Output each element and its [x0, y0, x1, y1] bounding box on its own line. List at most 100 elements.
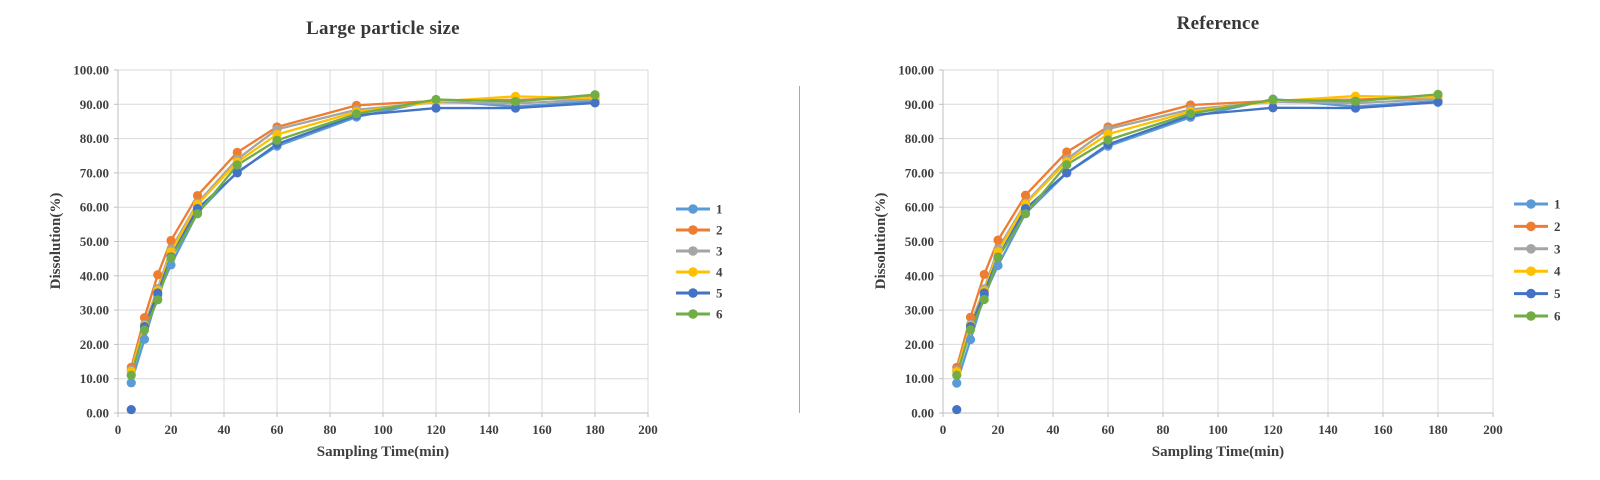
series-6-marker: [272, 135, 282, 145]
series-6-marker: [1103, 135, 1113, 145]
series-line-5: [143, 101, 597, 328]
y-axis-tick-label: 0.00: [911, 406, 934, 421]
x-axis-tick-label: 100: [1208, 422, 1228, 437]
series-5-marker: [1350, 103, 1361, 113]
legend-label-5: 5: [716, 286, 723, 301]
legend-marker-5: [688, 288, 698, 298]
series-line-2: [955, 95, 1440, 369]
y-axis-tick-label: 70.00: [80, 165, 109, 180]
legend-marker-1: [688, 204, 698, 214]
x-axis-tick-label: 140: [479, 422, 499, 437]
legend-marker-3: [1526, 244, 1536, 254]
y-axis-tick-label: 30.00: [80, 303, 109, 318]
series-5-marker: [510, 103, 521, 113]
legend-marker-6: [1526, 311, 1536, 321]
x-axis-tick-label: 120: [1263, 422, 1283, 437]
x-axis-tick-label: 20: [165, 422, 178, 437]
series-2-marker: [192, 190, 203, 201]
series-6-marker: [351, 109, 362, 119]
legend-label-1: 1: [716, 202, 723, 217]
y-axis-tick-label: 90.00: [80, 97, 109, 112]
y-axis-tick-label: 60.00: [905, 200, 934, 215]
legend-marker-3: [688, 246, 698, 256]
series-2-marker: [979, 269, 989, 280]
x-axis-tick-label: 80: [324, 422, 337, 437]
series-5-marker: [590, 98, 600, 108]
series-line-2: [130, 96, 597, 369]
series-6-marker: [1350, 96, 1361, 106]
series-2-marker: [1020, 190, 1031, 200]
y-axis-tick-label: 20.00: [905, 337, 934, 352]
series-1-marker: [126, 378, 136, 388]
series-2-marker: [1062, 147, 1072, 157]
series-6-marker: [993, 253, 1003, 263]
series-6-marker: [431, 94, 441, 105]
series-6-marker: [1020, 209, 1031, 219]
legend-label-1: 1: [1554, 197, 1561, 212]
x-axis-tick-label: 0: [115, 422, 122, 437]
series-6-marker: [139, 325, 150, 335]
series-6-marker: [979, 294, 989, 305]
x-axis-title: Sampling Time(min): [1152, 444, 1284, 460]
legend-marker-2: [688, 225, 698, 235]
legend-marker-5: [1526, 288, 1536, 299]
series-2-marker: [139, 313, 150, 323]
x-axis-tick-label: 0: [940, 422, 947, 437]
series-6-marker: [153, 295, 163, 305]
y-axis-tick-label: 80.00: [905, 131, 934, 146]
series-6-marker: [126, 370, 136, 380]
x-axis-tick-label: 80: [1157, 422, 1170, 437]
legend-marker-6: [688, 309, 698, 319]
series-6-marker: [232, 160, 242, 170]
x-axis-tick-label: 60: [1102, 422, 1115, 437]
x-axis-tick-label: 160: [1373, 422, 1393, 437]
chart-reference: 0 20 40 60 80 100 120 140 160 180 200 0.00 10.00 20.0…: [873, 63, 1561, 461]
legend-marker-4: [688, 267, 698, 277]
chart-large-particle-size: 0 20 40 60 80 100 120 140 160 180 200 0.00 10.00 20.0…: [48, 63, 723, 461]
series-5-marker: [1062, 168, 1072, 178]
y-axis-tick-label: 100.00: [73, 63, 109, 78]
series-6-marker: [1433, 89, 1443, 99]
series-line-5: [969, 101, 1440, 328]
series-5-marker: [952, 404, 962, 415]
legend-label-2: 2: [1554, 219, 1561, 234]
x-axis-tick-label: 180: [1428, 422, 1448, 437]
x-axis-tick-label: 20: [992, 422, 1005, 437]
y-axis-tick-label: 60.00: [80, 200, 109, 215]
y-axis-tick-label: 100.00: [898, 63, 934, 78]
x-axis-tick-label: 200: [1483, 422, 1503, 437]
series-5-marker: [1268, 103, 1278, 113]
series-2-marker: [166, 235, 176, 246]
series-5-marker: [153, 288, 163, 298]
series-line-3: [130, 98, 597, 372]
series-line-6: [130, 93, 597, 377]
series-5-marker: [1433, 97, 1443, 107]
x-axis-tick-label: 200: [638, 422, 658, 437]
x-axis-tick-label: 120: [426, 422, 446, 437]
legend-label-5: 5: [1554, 286, 1561, 301]
series-6-marker: [1185, 108, 1196, 119]
x-axis-tick-label: 60: [271, 422, 284, 437]
series-2-marker: [153, 270, 163, 280]
series-line-4: [130, 95, 597, 373]
y-axis-tick-label: 10.00: [80, 371, 109, 386]
series-1-marker: [139, 334, 150, 344]
y-axis-tick-label: 40.00: [905, 268, 934, 283]
series-5-marker: [979, 288, 989, 298]
x-axis-tick-label: 40: [218, 422, 231, 437]
legend-label-3: 3: [716, 244, 723, 259]
series-2-marker: [965, 312, 976, 322]
legend-label-6: 6: [1554, 309, 1561, 324]
y-axis-title: Dissolution(%): [48, 193, 64, 290]
series-5-marker: [126, 404, 136, 415]
legend-marker-4: [1526, 266, 1536, 277]
series-1-marker: [166, 260, 176, 270]
legend-label-4: 4: [716, 265, 723, 280]
x-axis-tick-label: 40: [1047, 422, 1060, 437]
series-6-marker: [590, 90, 600, 100]
panel-divider-line: [799, 86, 800, 413]
series-6-marker: [166, 253, 176, 263]
y-axis-tick-label: 70.00: [905, 165, 934, 180]
y-axis-title: Dissolution(%): [873, 193, 889, 290]
